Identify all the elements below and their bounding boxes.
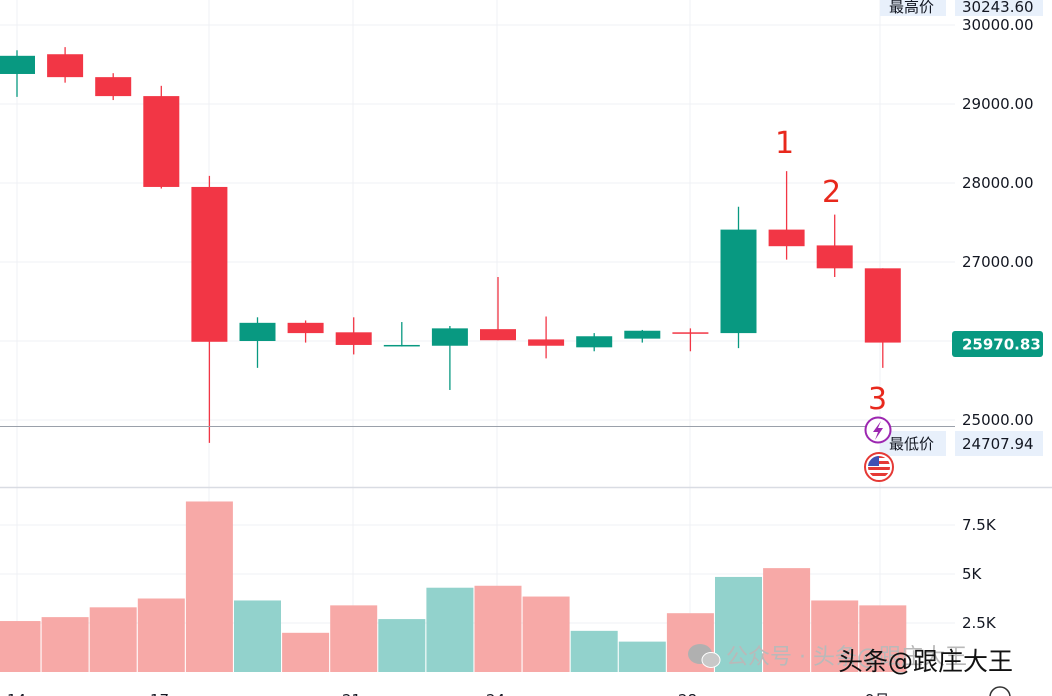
candle-body-0 xyxy=(0,55,35,74)
price-tick-0: 30000.00 xyxy=(962,16,1034,34)
time-tick-4: 28 xyxy=(678,691,697,696)
candle-11 xyxy=(528,316,565,359)
price-tick-1: 29000.00 xyxy=(962,95,1034,113)
volume-bar-16 xyxy=(763,568,811,672)
price-tick-2: 28000.00 xyxy=(962,174,1034,192)
candle-15 xyxy=(720,206,757,349)
candle-body-13 xyxy=(624,330,661,339)
candle-12 xyxy=(576,333,613,352)
candle-7 xyxy=(335,317,372,355)
volume-bar-2 xyxy=(89,607,137,672)
candle-body-14 xyxy=(672,332,709,334)
volume-bar-3 xyxy=(137,598,185,672)
time-tick-1: 17 xyxy=(150,691,169,696)
volume-bar-0 xyxy=(0,621,41,672)
volume-bar-5 xyxy=(234,600,281,672)
volume-bar-8 xyxy=(378,619,426,672)
candle-body-16 xyxy=(768,229,805,247)
candle-body-18 xyxy=(864,268,901,343)
candle-body-2 xyxy=(95,77,132,97)
low-label-bg xyxy=(880,431,946,456)
candle-body-6 xyxy=(287,322,324,334)
volume-axis: 7.5K 5K 2.5K xyxy=(962,516,997,632)
candle-16 xyxy=(768,171,805,260)
time-axis: 14 17 21 24 28 9月 xyxy=(7,691,890,696)
high-value-bg xyxy=(955,0,1043,16)
volume-bar-15 xyxy=(715,576,762,672)
candle-body-11 xyxy=(528,339,565,346)
candle-body-4 xyxy=(191,186,228,342)
candle-0 xyxy=(0,50,35,97)
candle-9 xyxy=(431,325,468,390)
volume-tick-1: 5K xyxy=(962,565,983,583)
volume-tick-0: 7.5K xyxy=(962,516,997,534)
last-price-value: 25970.83 xyxy=(962,336,1041,354)
time-tick-2: 21 xyxy=(342,691,361,696)
volume-bar-18 xyxy=(859,605,907,672)
volume-bar-9 xyxy=(426,587,474,672)
annotation-1: 1 xyxy=(775,126,794,161)
annotation-3: 3 xyxy=(868,382,887,417)
candle-13 xyxy=(624,329,661,343)
candle-5 xyxy=(239,317,276,368)
volume-bar-10 xyxy=(474,585,522,672)
candle-body-10 xyxy=(480,329,516,341)
lightning-event-icon[interactable] xyxy=(864,416,892,444)
candle-18 xyxy=(864,268,901,368)
candle-body-15 xyxy=(720,229,757,334)
low-value: 24707.94 xyxy=(962,435,1034,453)
volume-bar-12 xyxy=(570,630,618,672)
price-tick-3: 27000.00 xyxy=(962,253,1034,271)
candle-body-9 xyxy=(431,328,468,346)
time-tick-3: 24 xyxy=(486,691,505,696)
time-tick-0: 14 xyxy=(7,691,26,696)
candle-body-1 xyxy=(47,54,84,78)
candle-body-8 xyxy=(383,344,420,347)
time-tick-5: 9月 xyxy=(865,691,890,696)
wechat-icon xyxy=(688,644,721,668)
candle-3 xyxy=(143,85,180,189)
high-value: 30243.60 xyxy=(962,0,1034,16)
volume-bars xyxy=(0,501,907,672)
us-flag-event-icon[interactable] xyxy=(864,452,894,482)
volume-bar-6 xyxy=(282,632,330,672)
candles xyxy=(0,47,901,443)
candle-body-12 xyxy=(576,336,613,348)
annotation-2: 2 xyxy=(822,175,841,210)
candle-14 xyxy=(672,328,709,352)
volume-bar-1 xyxy=(41,617,89,672)
candle-8 xyxy=(383,322,420,347)
low-value-bg xyxy=(955,431,1043,456)
candle-6 xyxy=(287,320,324,343)
low-label: 最低价 xyxy=(889,435,934,453)
candle-10 xyxy=(480,277,516,341)
gear-icon[interactable] xyxy=(989,686,1011,696)
last-price-badge xyxy=(952,331,1043,357)
volume-bar-13 xyxy=(618,641,666,672)
candle-body-17 xyxy=(816,245,853,269)
candle-1 xyxy=(47,47,84,83)
candle-2 xyxy=(95,73,132,101)
candle-body-3 xyxy=(143,96,180,187)
candle-4 xyxy=(191,175,228,443)
volume-bar-11 xyxy=(522,596,570,672)
high-label: 最高价 xyxy=(889,0,934,16)
grid-lines xyxy=(0,0,955,672)
volume-tick-2: 2.5K xyxy=(962,614,997,632)
candle-body-5 xyxy=(239,322,276,341)
volume-bar-7 xyxy=(330,605,378,672)
price-tick-4: 25000.00 xyxy=(962,411,1034,429)
watermark-front: 头条@跟庄大王 xyxy=(838,647,1013,676)
high-label-bg xyxy=(880,0,946,16)
candle-17 xyxy=(816,214,853,278)
price-axis: 30000.00 29000.00 28000.00 27000.00 25000.00 xyxy=(962,16,1034,429)
watermark: 公众号 · 头条@跟庄大王 xyxy=(726,645,967,670)
volume-bar-4 xyxy=(185,501,233,672)
candle-body-7 xyxy=(335,332,372,345)
volume-bar-17 xyxy=(811,600,859,672)
